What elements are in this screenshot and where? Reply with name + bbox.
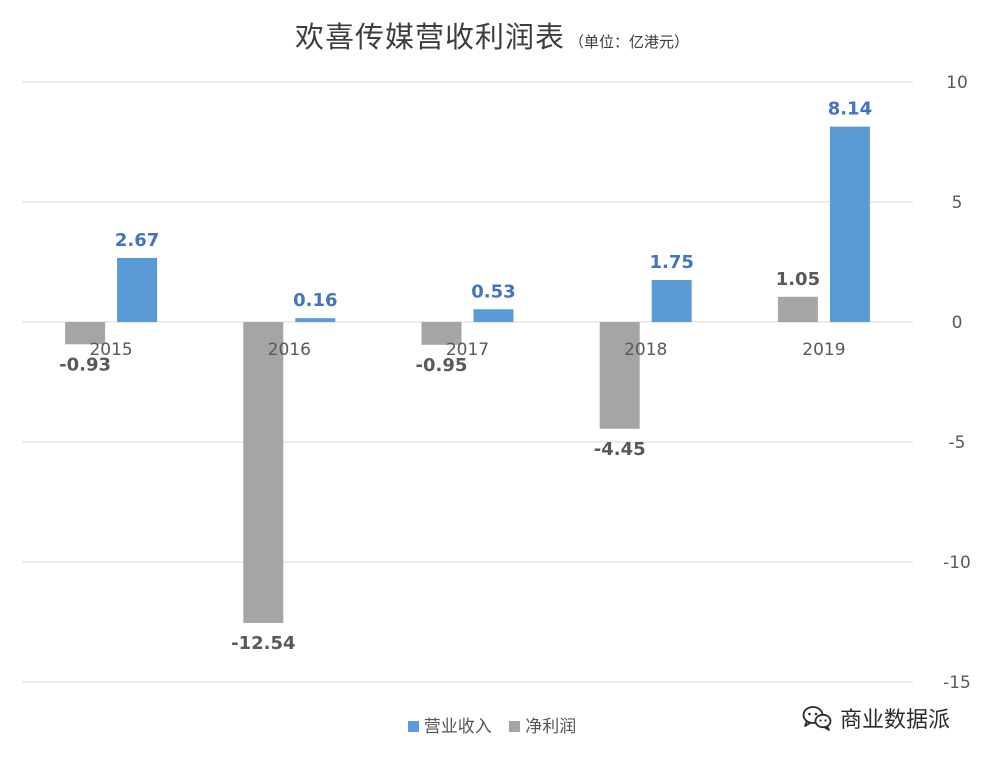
data-label: -0.93 (59, 354, 111, 375)
bar-revenue (473, 309, 514, 322)
data-label: 0.53 (471, 281, 515, 302)
legend-label-revenue: 营业收入 (423, 717, 492, 737)
bar-net-profit (421, 322, 462, 345)
legend-label-net-profit: 净利润 (525, 717, 577, 737)
data-label: -0.95 (416, 355, 468, 376)
bar-revenue (829, 126, 870, 322)
x-tick-label: 2016 (268, 340, 311, 360)
x-tick-label: 2015 (89, 340, 132, 360)
legend-item-revenue: 营业收入 (407, 712, 492, 737)
y-tick-label: 10 (946, 73, 968, 93)
watermark-text: 商业数据派 (839, 708, 950, 733)
bar-revenue (117, 257, 158, 322)
legend-item-net-profit: 净利润 (509, 712, 576, 737)
legend-swatch-net-profit (509, 721, 521, 732)
data-label: 1.05 (776, 269, 820, 290)
chart-title: 欢喜传媒营收利润表 (294, 20, 565, 54)
chart-subtitle: （单位：亿港元） (569, 33, 690, 51)
bar-revenue (651, 280, 692, 322)
data-label: 2.67 (115, 230, 159, 251)
y-tick-label: 0 (952, 313, 963, 333)
bar-net-profit (599, 322, 640, 429)
wechat-icon (802, 706, 832, 731)
x-tick-label: 2018 (624, 340, 667, 360)
chart-legend: 营业收入 净利润 (0, 712, 984, 737)
y-tick-label: -15 (943, 673, 971, 693)
data-label: -4.45 (594, 439, 646, 460)
bar-net-profit (777, 296, 818, 322)
legend-swatch-revenue (407, 721, 419, 732)
bar-net-profit (243, 322, 284, 623)
y-tick-label: -10 (943, 553, 971, 573)
x-tick-label: 2017 (446, 340, 489, 360)
y-tick-label: -5 (949, 433, 966, 453)
chart-header: 欢喜传媒营收利润表 （单位：亿港元） (0, 14, 984, 56)
data-label: 8.14 (828, 99, 872, 120)
watermark: 商业数据派 (802, 702, 950, 734)
bar-revenue (295, 318, 336, 322)
data-label: -12.54 (231, 633, 295, 654)
data-label: 1.75 (649, 252, 693, 273)
y-tick-label: 5 (952, 193, 963, 213)
bar-net-profit (65, 322, 106, 345)
x-tick-label: 2019 (802, 340, 845, 360)
data-label: 0.16 (293, 290, 337, 311)
